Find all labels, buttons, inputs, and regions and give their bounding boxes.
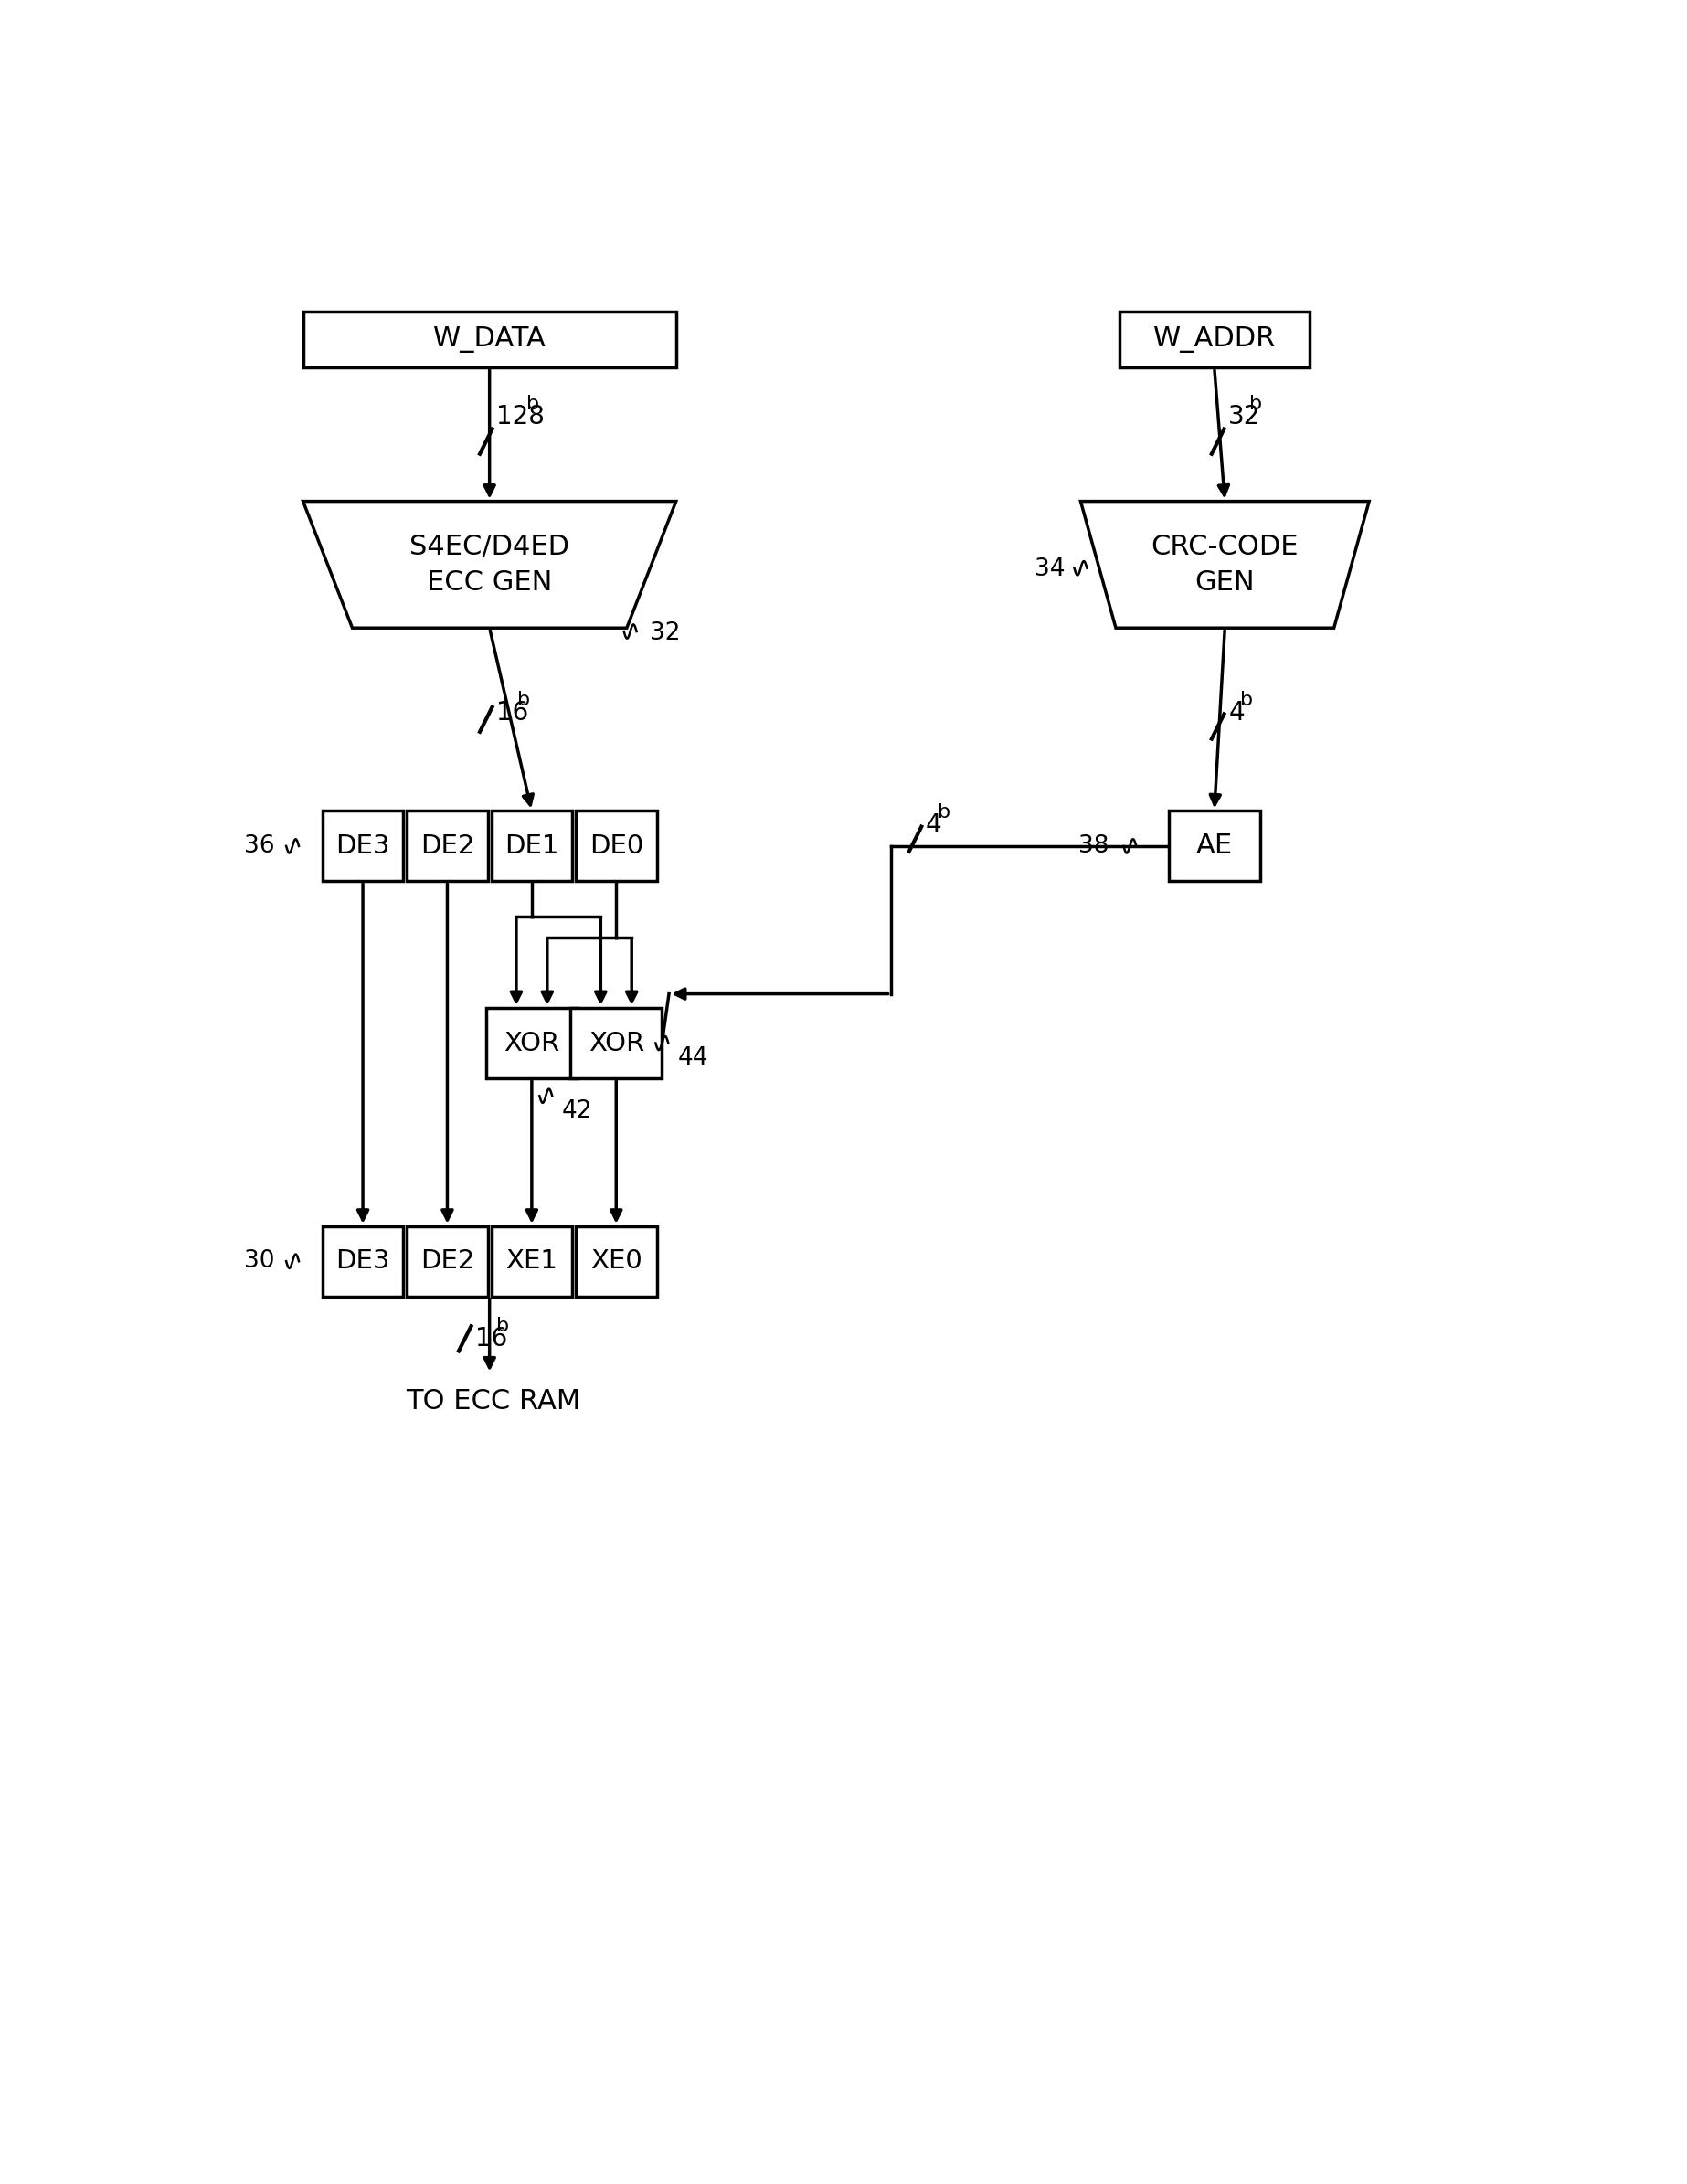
Bar: [322, 1225, 403, 1297]
Text: DE2: DE2: [420, 1249, 474, 1273]
Text: XE0: XE0: [590, 1249, 643, 1273]
Text: 4: 4: [1228, 699, 1245, 725]
Text: 44: 44: [678, 1046, 709, 1070]
Bar: [491, 1225, 572, 1297]
Bar: [491, 810, 572, 882]
Text: b: b: [1240, 690, 1253, 710]
Text: b: b: [496, 1317, 509, 1334]
Polygon shape: [1081, 502, 1370, 629]
Text: 38: 38: [1078, 834, 1108, 858]
Text: AE: AE: [1196, 832, 1233, 858]
Text: 32: 32: [649, 620, 680, 644]
Text: XOR: XOR: [589, 1031, 644, 1055]
Text: b: b: [526, 395, 540, 413]
Text: 16: 16: [496, 699, 528, 725]
Text: 34: 34: [1034, 557, 1064, 581]
Text: DE3: DE3: [336, 1249, 390, 1273]
Bar: [570, 1009, 661, 1079]
Text: 42: 42: [562, 1099, 592, 1123]
Text: 16: 16: [476, 1326, 508, 1352]
Bar: [575, 1225, 656, 1297]
Text: b: b: [1250, 395, 1262, 413]
Text: GEN: GEN: [1194, 570, 1255, 596]
Text: 32: 32: [1228, 404, 1260, 430]
Text: ECC GEN: ECC GEN: [427, 570, 552, 596]
Bar: [486, 1009, 577, 1079]
Text: W_DATA: W_DATA: [434, 325, 547, 354]
Text: DE3: DE3: [336, 834, 390, 858]
Bar: [407, 810, 488, 882]
Text: DE0: DE0: [589, 834, 643, 858]
Polygon shape: [304, 502, 676, 629]
Bar: [1169, 810, 1260, 882]
Text: 128: 128: [496, 404, 545, 430]
Text: W_ADDR: W_ADDR: [1152, 325, 1275, 354]
Text: b: b: [518, 690, 531, 710]
Text: 36: 36: [245, 834, 275, 858]
Text: 4: 4: [926, 812, 941, 839]
Text: S4EC/D4ED: S4EC/D4ED: [410, 533, 570, 561]
Text: 30: 30: [245, 1249, 275, 1273]
Bar: [575, 810, 656, 882]
Text: XE1: XE1: [506, 1249, 558, 1273]
Bar: [322, 810, 403, 882]
Bar: [407, 1225, 488, 1297]
Bar: [304, 312, 676, 367]
Text: b: b: [938, 804, 951, 821]
Text: CRC-CODE: CRC-CODE: [1151, 533, 1299, 561]
Text: DE2: DE2: [420, 834, 474, 858]
Text: DE1: DE1: [504, 834, 558, 858]
Bar: [1118, 312, 1309, 367]
Text: TO ECC RAM: TO ECC RAM: [405, 1387, 580, 1415]
Text: XOR: XOR: [504, 1031, 560, 1055]
